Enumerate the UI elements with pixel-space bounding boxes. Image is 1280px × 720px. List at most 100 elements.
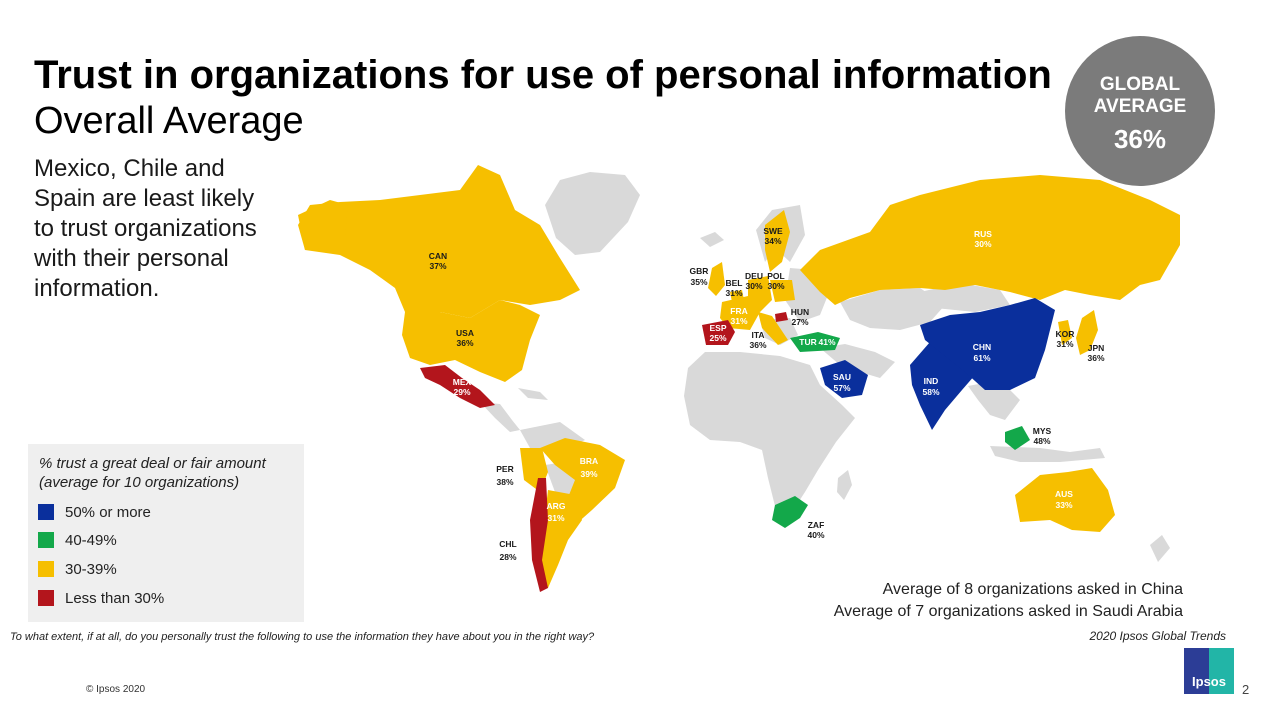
country-code-tur: TUR [799, 337, 816, 347]
country-value-can: 37% [429, 261, 446, 271]
country-value-fra: 31% [730, 316, 747, 326]
iceland-shape [700, 232, 724, 247]
key-insight-text: Mexico, Chile and Spain are least likely… [34, 155, 257, 302]
country-value-ind: 58% [922, 387, 939, 397]
central-asia-shape [840, 288, 945, 330]
malaysia-shape [1005, 426, 1030, 450]
source-note: 2020 Ipsos Global Trends [1089, 629, 1226, 643]
south-africa-shape [772, 496, 808, 528]
legend-item-40-49: 40-49% [38, 530, 117, 550]
new-zealand-shape [1150, 535, 1170, 562]
alaska-shape [298, 200, 348, 250]
saudi-arabia-shape [820, 360, 868, 398]
hungary-shape [775, 312, 788, 322]
country-value-zaf: 40% [807, 530, 824, 540]
legend-title: % trust a great deal or fair amount (ave… [39, 455, 266, 491]
country-value-chl: 28% [499, 552, 516, 562]
mongolia-shape [920, 283, 1010, 312]
country-code-bra: BRA [580, 456, 598, 466]
country-value-swe: 34% [764, 236, 781, 246]
turkey-shape [790, 332, 840, 352]
country-value-hun: 27% [791, 317, 808, 327]
page-subtitle: Overall Average [34, 100, 304, 142]
country-value-pol: 30% [767, 281, 784, 291]
ipsos-logo: Ipsos [1184, 648, 1234, 694]
sweden-shape [765, 210, 790, 272]
usa-shape [402, 300, 540, 382]
legend-swatch [38, 590, 54, 606]
country-value-gbr: 35% [690, 277, 707, 287]
average-note-china: Average of 8 organizations asked in Chin… [882, 581, 1183, 598]
japan-shape [1076, 310, 1098, 355]
legend-label: 40-49% [65, 531, 117, 549]
country-code-hun: HUN [791, 307, 809, 317]
uk-shape [708, 262, 725, 296]
legend-item-30-39: 30-39% [38, 559, 117, 579]
country-code-gbr: GBR [690, 266, 709, 276]
country-value-sau: 57% [833, 383, 850, 393]
country-code-arg: ARG [547, 501, 566, 511]
country-code-per: PER [496, 464, 513, 474]
chile-shape [530, 478, 548, 592]
country-value-mex: 29% [453, 387, 470, 397]
legend-item-50-plus: 50% or more [38, 502, 151, 522]
caribbean-shape [518, 388, 548, 400]
country-value-jpn: 36% [1087, 353, 1104, 363]
legend-item-below-30: Less than 30% [38, 588, 164, 608]
legend-label: 30-39% [65, 560, 117, 578]
country-value-mys: 48% [1033, 436, 1050, 446]
country-code-chn: CHN [973, 342, 991, 352]
canada-shape [298, 165, 580, 318]
country-value-aus: 33% [1055, 500, 1072, 510]
spain-shape [702, 320, 735, 345]
average-note: Average of 8 organizations asked in Chin… [834, 579, 1183, 623]
country-code-kor: KOR [1056, 329, 1075, 339]
country-value-usa: 36% [456, 338, 473, 348]
country-value-deu: 30% [745, 281, 762, 291]
map-legend: % trust a great deal or fair amount (ave… [28, 444, 304, 622]
mexico-shape [420, 365, 495, 408]
country-code-ind: IND [924, 376, 939, 386]
country-value-arg: 31% [547, 513, 564, 523]
country-value-bra: 39% [580, 469, 597, 479]
legend-label: 50% or more [65, 503, 151, 521]
legend-swatch [38, 561, 54, 577]
country-code-jpn: JPN [1088, 343, 1105, 353]
country-value-per: 38% [496, 477, 513, 487]
brazil-shape [540, 438, 625, 525]
country-value-esp: 25% [709, 333, 726, 343]
germany-shape [748, 276, 772, 312]
average-note-saudi: Average of 7 organizations asked in Saud… [833, 603, 1183, 620]
copyright-text: © Ipsos 2020 [86, 684, 146, 695]
country-code-mex: MEX [453, 377, 472, 387]
central-america-shape [480, 402, 520, 432]
russia-shape [800, 175, 1180, 305]
country-code-sau: SAU [833, 372, 851, 382]
logo-text: Ipsos [1192, 674, 1226, 689]
africa-shape [684, 352, 855, 515]
country-code-swe: SWE [763, 226, 783, 236]
madagascar-shape [837, 470, 852, 500]
legend-swatch [38, 504, 54, 520]
country-code-fra: FRA [730, 306, 747, 316]
country-code-aus: AUS [1055, 489, 1073, 499]
country-value-ita: 36% [749, 340, 766, 350]
country-code-ita: ITA [751, 330, 764, 340]
logo-accent [1209, 648, 1234, 694]
country-code-usa: USA [456, 328, 474, 338]
page-title: Trust in organizations for use of person… [34, 53, 1052, 97]
country-code-pol: POL [767, 271, 784, 281]
country-value-chn: 61% [973, 353, 990, 363]
country-code-mys: MYS [1033, 426, 1052, 436]
indonesia-shape [990, 446, 1105, 462]
page-number: 2 [1242, 682, 1250, 697]
greenland-shape [545, 172, 640, 255]
country-value-tur: 41% [818, 337, 835, 347]
country-value-bel: 31% [725, 288, 742, 298]
country-code-can: CAN [429, 251, 447, 261]
argentina-shape [540, 490, 582, 588]
country-value-kor: 31% [1056, 339, 1073, 349]
legend-swatch [38, 532, 54, 548]
country-code-deu: DEU [745, 271, 763, 281]
france-shape [720, 296, 760, 330]
